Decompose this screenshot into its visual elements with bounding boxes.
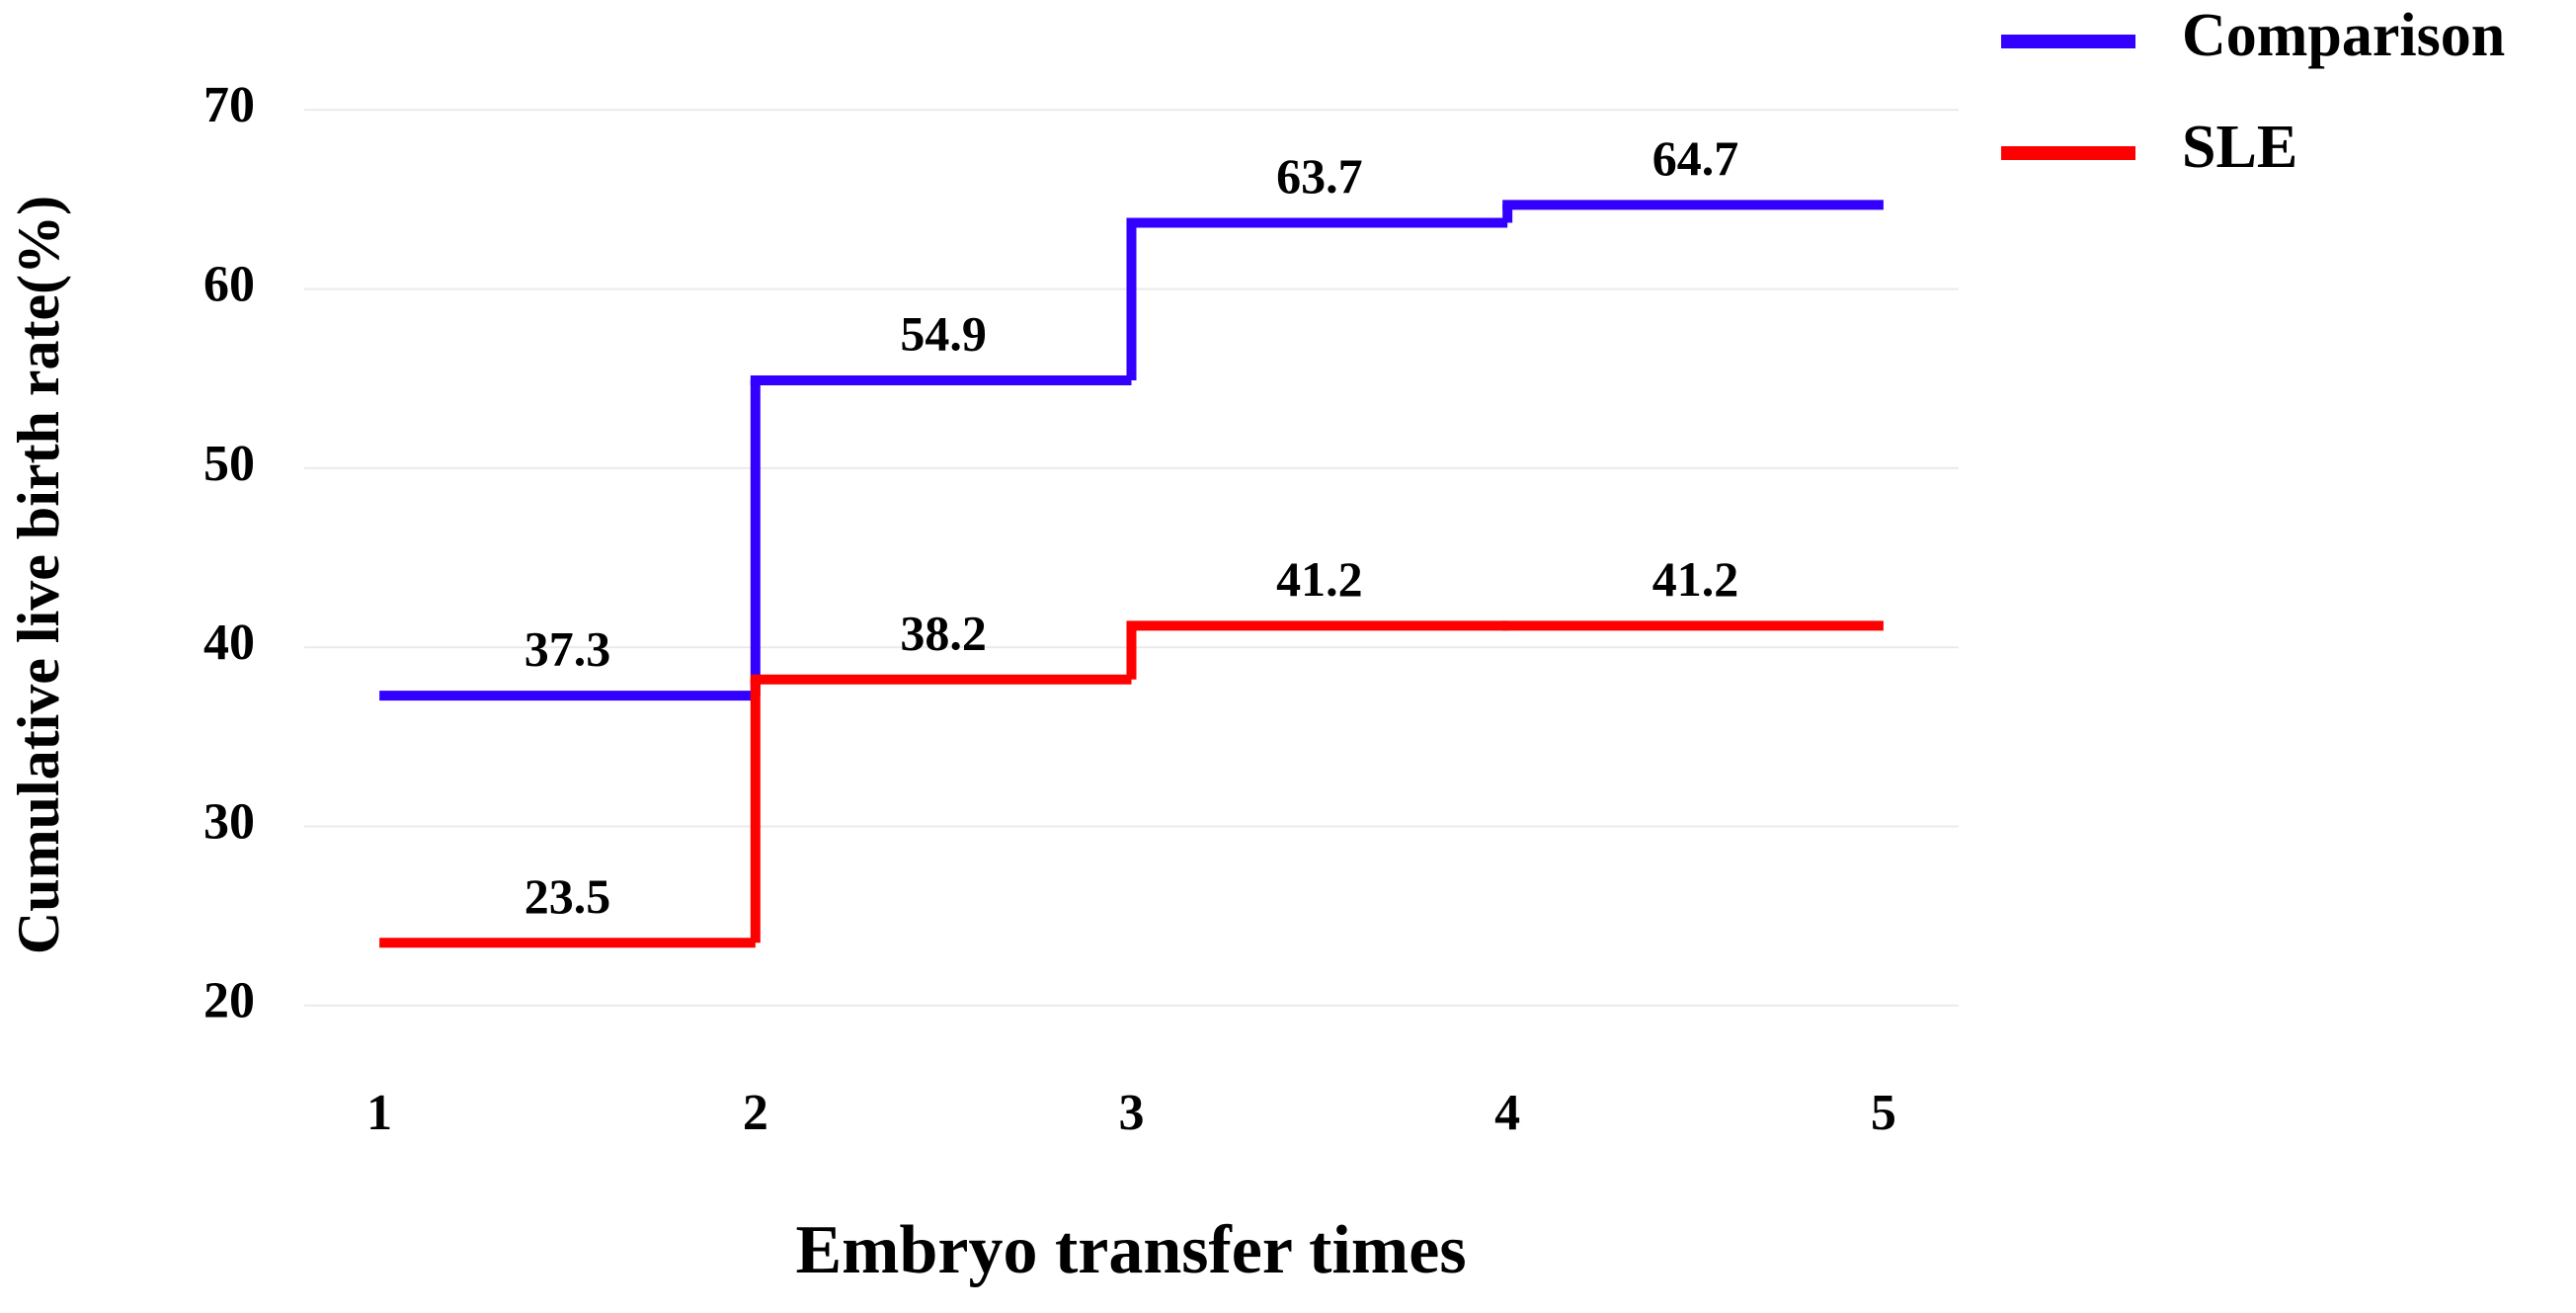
x-tick-label: 4 <box>1494 1085 1520 1141</box>
y-tick-label: 60 <box>203 256 255 312</box>
x-tick-label: 2 <box>743 1085 768 1141</box>
y-tick-label: 20 <box>203 973 255 1029</box>
y-axis-title: Cumulative live birth rate(%) <box>6 196 71 954</box>
data-label: 54.9 <box>900 305 987 361</box>
x-tick-label: 5 <box>1871 1085 1896 1141</box>
data-label: 38.2 <box>900 605 987 660</box>
y-tick-label: 40 <box>203 615 255 671</box>
data-label: 23.5 <box>524 868 611 924</box>
x-axis-title: Embryo transfer times <box>795 1212 1466 1288</box>
data-label: 41.2 <box>1652 551 1739 607</box>
y-tick-label: 50 <box>203 436 255 492</box>
data-label: 37.3 <box>524 621 611 677</box>
data-label: 63.7 <box>1276 148 1363 204</box>
legend-label: SLE <box>2182 114 2297 181</box>
y-tick-label: 70 <box>203 77 255 133</box>
data-label: 41.2 <box>1276 551 1363 607</box>
x-tick-label: 1 <box>366 1085 392 1141</box>
x-tick-label: 3 <box>1119 1085 1145 1141</box>
legend-label: Comparison <box>2182 2 2505 69</box>
data-label: 64.7 <box>1652 130 1739 186</box>
y-tick-label: 30 <box>203 793 255 850</box>
